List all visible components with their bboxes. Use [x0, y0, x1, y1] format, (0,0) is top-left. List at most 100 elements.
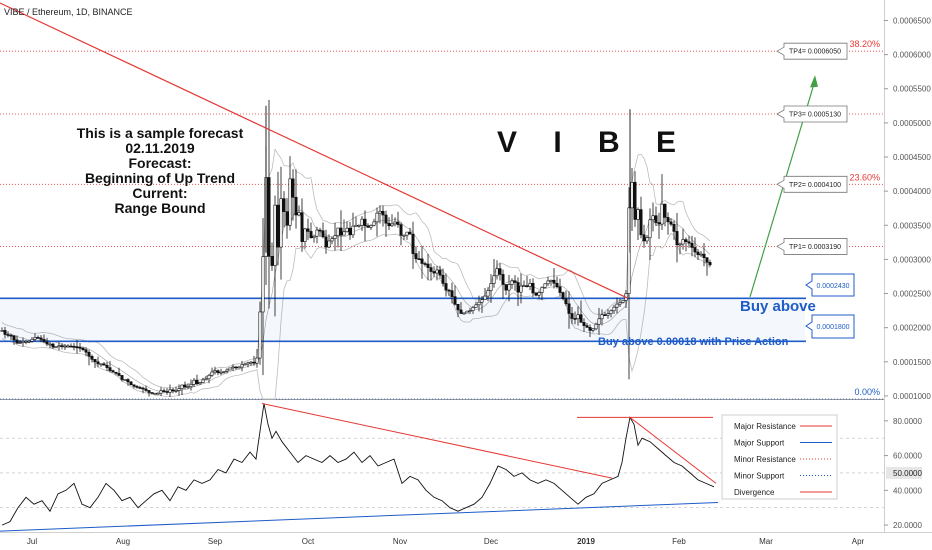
time-tick-label: Oct: [302, 537, 315, 546]
candle-body: [708, 262, 712, 266]
candle-body: [186, 386, 190, 389]
candle-body: [117, 373, 121, 376]
candle-body: [231, 366, 235, 369]
candle-body: [555, 282, 559, 288]
candle-body: [558, 286, 562, 293]
price-tick-label: 0.0001000: [893, 392, 931, 401]
candle-body: [504, 284, 508, 291]
candle-body: [270, 256, 274, 266]
candle-body: [561, 292, 565, 299]
candle-body: [531, 282, 535, 294]
candle-body: [36, 337, 40, 339]
candle-body: [252, 361, 256, 364]
candle-body: [417, 258, 421, 261]
osc-tick-label: 80.0000: [893, 417, 922, 426]
candle-body: [390, 223, 394, 227]
osc-tick-label: 20.0000: [893, 521, 922, 530]
candle-body: [654, 215, 658, 223]
candle-body: [237, 366, 241, 369]
candle-body: [375, 212, 379, 223]
candle-body: [15, 339, 19, 344]
candle-body: [546, 280, 550, 285]
candle-body: [342, 231, 346, 236]
candle-body: [543, 283, 547, 288]
candle-body: [426, 263, 430, 268]
forecast-line-5: Current:: [132, 185, 187, 201]
target-arrow-head: [810, 75, 818, 88]
level-callout-lower[interactable]: 0.0001800: [805, 314, 855, 339]
candle-body: [171, 389, 175, 392]
candle-body: [570, 313, 574, 319]
chart-title: V I B E: [497, 126, 690, 159]
candle-body: [579, 314, 583, 323]
candle-body: [222, 371, 226, 373]
candle-body: [381, 210, 385, 216]
target-callout-label: TP2= 0.0004100: [789, 182, 841, 189]
candle-body: [336, 227, 340, 236]
level-callout-upper[interactable]: 0.0002430: [805, 273, 855, 297]
candle-body: [111, 370, 115, 373]
candle-body: [330, 238, 334, 242]
candle-body: [324, 236, 328, 248]
candle-body: [702, 253, 706, 258]
oscillator-pane: [0, 402, 719, 532]
candle-body: [96, 361, 100, 365]
candle-body: [306, 228, 310, 232]
candle-body: [414, 253, 418, 260]
candle-body: [279, 198, 283, 248]
forecast-line-3: Forecast:: [128, 155, 191, 171]
candle-body: [672, 223, 676, 232]
price-tick-label: 0.0006000: [893, 51, 931, 60]
candle-body: [99, 363, 103, 366]
candle-body: [666, 217, 670, 223]
candle-body: [606, 313, 610, 316]
candle-body: [24, 341, 28, 343]
candle-body: [183, 384, 187, 388]
candle-body: [444, 283, 448, 291]
candle-body: [345, 227, 349, 233]
legend-label: Major Support: [734, 439, 785, 448]
candle-body: [234, 366, 238, 369]
candle-body: [663, 203, 667, 218]
candle-body: [288, 178, 292, 226]
target-callout[interactable]: TP2= 0.0004100: [776, 175, 848, 193]
candle-body: [57, 345, 61, 348]
candle-body: [135, 386, 139, 388]
candle-body: [339, 227, 343, 236]
candle-body: [564, 298, 568, 305]
level-lower-value: 0.0001800: [816, 324, 849, 331]
candle-body: [291, 178, 295, 198]
candle-body: [105, 364, 109, 368]
band-upper: [1, 148, 711, 389]
target-callout-box: [776, 238, 848, 255]
candle-body: [303, 228, 307, 242]
candle-body: [648, 219, 652, 239]
target-callout[interactable]: TP3= 0.0005130: [776, 105, 848, 123]
candle-body: [483, 295, 487, 300]
candle-body: [348, 227, 352, 236]
support-zone: [0, 297, 806, 343]
annotations: TP4= 0.0006050 TP3= 0.0005130 TP2= 0.00041…: [776, 42, 848, 255]
candle-body: [585, 325, 589, 328]
candle-body: [405, 231, 409, 236]
candle-body: [3, 330, 7, 335]
legend-label: Divergence: [734, 488, 775, 497]
candle-body: [693, 247, 697, 253]
candle-body: [162, 390, 166, 392]
candle-body: [645, 237, 649, 242]
candle-body: [90, 356, 94, 360]
candle-body: [51, 343, 55, 348]
candle-body: [201, 379, 205, 383]
time-tick-label: Apr: [852, 537, 865, 546]
legend-box: [721, 414, 838, 500]
target-callout[interactable]: TP4= 0.0006050: [776, 42, 848, 60]
candle-body: [159, 390, 163, 394]
candle-body: [54, 346, 58, 349]
buy-above-label: Buy above: [740, 298, 816, 315]
target-callout[interactable]: TP1= 0.0003190: [776, 238, 848, 255]
candle-body: [363, 218, 367, 227]
candle-body: [321, 230, 325, 238]
candle-body: [132, 384, 136, 387]
candle-body: [705, 257, 709, 263]
candle-body: [213, 370, 217, 373]
